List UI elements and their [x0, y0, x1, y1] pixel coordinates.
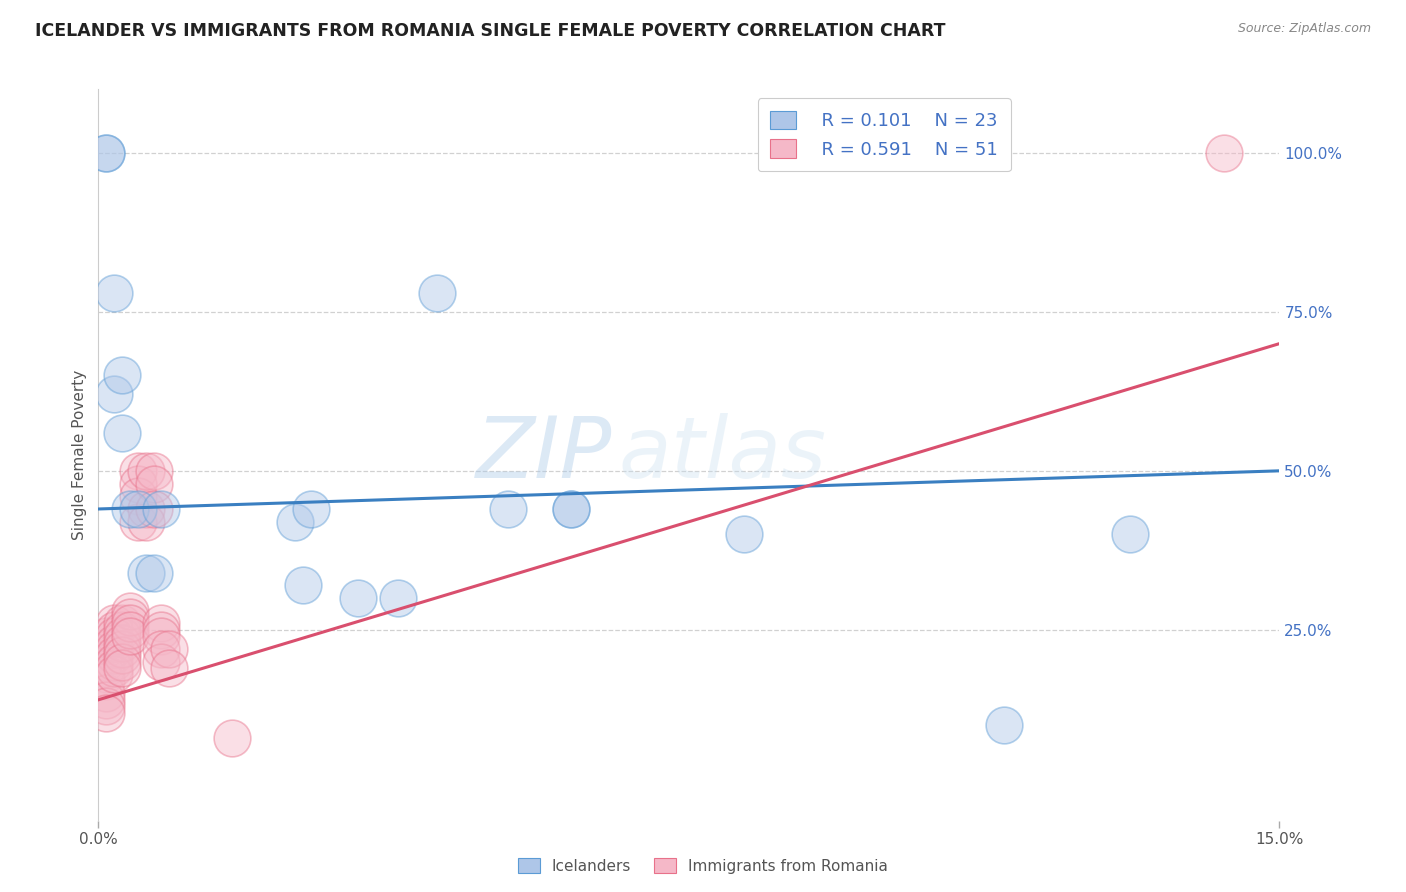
- Point: [150, 655, 173, 669]
- Point: [96, 145, 118, 160]
- Point: [496, 502, 519, 516]
- Point: [111, 368, 134, 383]
- Point: [103, 661, 125, 675]
- Point: [127, 489, 149, 503]
- Text: atlas: atlas: [619, 413, 827, 497]
- Point: [103, 629, 125, 643]
- Point: [993, 718, 1015, 732]
- Point: [157, 661, 180, 675]
- Point: [118, 604, 141, 618]
- Point: [150, 629, 173, 643]
- Point: [127, 515, 149, 529]
- Point: [111, 655, 134, 669]
- Point: [560, 502, 582, 516]
- Point: [96, 699, 118, 714]
- Point: [142, 502, 165, 516]
- Point: [733, 527, 755, 541]
- Point: [284, 515, 307, 529]
- Point: [103, 641, 125, 656]
- Point: [221, 731, 243, 745]
- Point: [150, 623, 173, 637]
- Point: [96, 655, 118, 669]
- Point: [1213, 145, 1236, 160]
- Point: [111, 629, 134, 643]
- Point: [96, 661, 118, 675]
- Text: Source: ZipAtlas.com: Source: ZipAtlas.com: [1237, 22, 1371, 36]
- Point: [118, 623, 141, 637]
- Point: [96, 667, 118, 681]
- Point: [96, 693, 118, 707]
- Point: [127, 464, 149, 478]
- Text: ICELANDER VS IMMIGRANTS FROM ROMANIA SINGLE FEMALE POVERTY CORRELATION CHART: ICELANDER VS IMMIGRANTS FROM ROMANIA SIN…: [35, 22, 946, 40]
- Text: ZIP: ZIP: [475, 413, 612, 497]
- Point: [387, 591, 409, 605]
- Point: [111, 635, 134, 649]
- Point: [292, 578, 315, 592]
- Point: [142, 566, 165, 580]
- Point: [103, 285, 125, 300]
- Point: [111, 425, 134, 440]
- Point: [96, 145, 118, 160]
- Point: [103, 387, 125, 401]
- Point: [103, 616, 125, 631]
- Point: [426, 285, 449, 300]
- Point: [111, 641, 134, 656]
- Point: [103, 648, 125, 663]
- Point: [1119, 527, 1142, 541]
- Point: [103, 635, 125, 649]
- Point: [135, 566, 157, 580]
- Point: [118, 502, 141, 516]
- Point: [111, 616, 134, 631]
- Point: [111, 661, 134, 675]
- Y-axis label: Single Female Poverty: Single Female Poverty: [72, 370, 87, 540]
- Point: [118, 629, 141, 643]
- Point: [135, 502, 157, 516]
- Point: [118, 610, 141, 624]
- Point: [347, 591, 370, 605]
- Point: [157, 641, 180, 656]
- Point: [560, 502, 582, 516]
- Point: [150, 641, 173, 656]
- Point: [111, 623, 134, 637]
- Point: [150, 502, 173, 516]
- Point: [118, 616, 141, 631]
- Point: [103, 667, 125, 681]
- Point: [103, 623, 125, 637]
- Point: [103, 655, 125, 669]
- Point: [135, 515, 157, 529]
- Legend:   R = 0.101    N = 23,   R = 0.591    N = 51: R = 0.101 N = 23, R = 0.591 N = 51: [758, 98, 1011, 171]
- Point: [96, 629, 118, 643]
- Point: [96, 706, 118, 720]
- Point: [96, 686, 118, 700]
- Point: [96, 641, 118, 656]
- Point: [127, 502, 149, 516]
- Point: [142, 464, 165, 478]
- Point: [127, 476, 149, 491]
- Point: [150, 616, 173, 631]
- Point: [96, 673, 118, 688]
- Point: [142, 476, 165, 491]
- Point: [135, 464, 157, 478]
- Point: [111, 648, 134, 663]
- Point: [299, 502, 322, 516]
- Legend: Icelanders, Immigrants from Romania: Icelanders, Immigrants from Romania: [512, 852, 894, 880]
